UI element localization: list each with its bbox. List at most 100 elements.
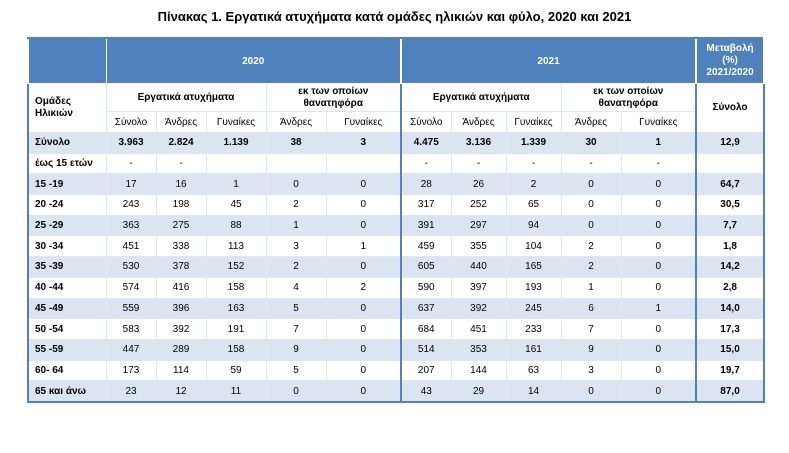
cell: 3.136 (450, 132, 507, 154)
cell: 45 (205, 194, 267, 216)
cell: 14,2 (695, 256, 766, 278)
cell: 114 (155, 359, 207, 382)
cell: 530 (105, 256, 157, 278)
cell: 392 (155, 318, 207, 340)
cell: 559 (105, 297, 157, 320)
cell: 59 (205, 359, 267, 382)
cell: 45 -49 (27, 297, 107, 320)
cell: 158 (205, 338, 267, 361)
cell: 0 (620, 235, 697, 258)
row: 40 -44 574 416 158 4 2 590 397 193 1 0 2,8 (27, 276, 766, 299)
cell: 1.139 (205, 132, 267, 154)
cell: 0 (620, 173, 697, 196)
cell: 0 (325, 256, 402, 278)
cell: 355 (450, 235, 507, 258)
cell: 14,0 (695, 297, 766, 320)
cell: 6 (560, 297, 622, 320)
text: εκ των οποίων (298, 85, 369, 97)
cell: Εργατικά ατυχήματα (105, 83, 267, 112)
cell: 317 (400, 194, 452, 216)
cell: 207 (400, 359, 452, 382)
column-header: Σύνολο (105, 111, 157, 133)
cell: 447 (105, 338, 157, 361)
cell: 191 (205, 318, 267, 340)
header-cell: 2020 (105, 37, 402, 84)
cell: 243 (105, 194, 157, 216)
table: 2020 2021 Μεταβολή (%) 2021/2020 Ομάδες Ηλι… (27, 37, 766, 403)
cell: 1 (205, 173, 267, 196)
cell: 104 (505, 235, 562, 258)
cell: 25 -29 (27, 214, 107, 237)
cell: 297 (450, 214, 507, 237)
cell: 63 (505, 359, 562, 382)
cell: 40 -44 (27, 276, 107, 299)
row: 20 -24 243 198 45 2 0 317 252 65 0 0 30,5 (27, 194, 766, 216)
cell: 363 (105, 214, 157, 237)
cell: 459 (400, 235, 452, 258)
cell: 605 (400, 256, 452, 278)
cell: - (620, 152, 697, 175)
cell: Σύνολο (695, 83, 766, 133)
cell: 0 (560, 380, 622, 403)
cell: 50 -54 (27, 318, 107, 340)
cell: 30 -34 (27, 235, 107, 258)
cell: 2 (265, 194, 327, 216)
cell: 0 (325, 173, 402, 196)
cell: 144 (450, 359, 507, 382)
cell: 451 (450, 318, 507, 340)
text: Ηλικιών (35, 108, 73, 119)
cell: 0 (325, 318, 402, 340)
cell: 198 (155, 194, 207, 216)
row: 50 -54 583 392 191 7 0 684 451 233 7 0 17,3 (27, 318, 766, 340)
cell: 4.475 (400, 132, 452, 154)
column-header: Άνδρες (265, 111, 327, 133)
cell: 0 (620, 380, 697, 403)
cell: 0 (620, 256, 697, 278)
column-header: Γυναίκες (205, 111, 267, 133)
cell: 9 (265, 338, 327, 361)
cell: 583 (105, 318, 157, 340)
cell: 0 (620, 276, 697, 299)
cell: 0 (620, 214, 697, 237)
cell: 7,7 (695, 214, 766, 237)
column-header: Άνδρες (450, 111, 507, 133)
cell: 30,5 (695, 194, 766, 216)
text: εκ των οποίων (593, 85, 664, 97)
cell: - (505, 152, 562, 175)
cell: 378 (155, 256, 207, 278)
cell: 0 (325, 214, 402, 237)
cell: - (450, 152, 507, 175)
cell: 158 (205, 276, 267, 299)
cell: 2 (560, 235, 622, 258)
column-header: Άνδρες (560, 111, 622, 133)
cell: - (400, 152, 452, 175)
cell: 0 (325, 359, 402, 382)
subheader-row: Σύνολο Άνδρες Γυναίκες Άνδρες Γυναίκες Σύνολο… (28, 111, 764, 133)
cell: εκ των οποίων θανατηφόρα (560, 83, 697, 112)
text: θανατηφόρα (598, 97, 658, 109)
cell (265, 152, 327, 175)
title: Πίνακας 1. Εργατικά ατυχήματα κατά ομάδε… (157, 9, 632, 24)
cell: 35 -39 (27, 256, 107, 278)
cell: 0 (325, 338, 402, 361)
cell: 60- 64 (27, 359, 107, 382)
cell: 30 (560, 132, 622, 154)
cell: 55 -59 (27, 338, 107, 361)
cell: 0 (620, 338, 697, 361)
cell: 3.963 (105, 132, 157, 154)
cell: Εργατικά ατυχήματα (400, 83, 562, 112)
cell: 7 (560, 318, 622, 340)
cell: 0 (620, 359, 697, 382)
cell: 12 (155, 380, 207, 403)
cell: 353 (450, 338, 507, 361)
cell: 233 (505, 318, 562, 340)
cell: Σύνολο (27, 132, 107, 154)
cell: 113 (205, 235, 267, 258)
cell: 590 (400, 276, 452, 299)
cell: 0 (560, 194, 622, 216)
cell: 392 (450, 297, 507, 320)
row: 65 και άνω 23 12 11 0 0 43 29 14 0 0 87,0 (27, 380, 766, 403)
header-cell: 2021 (399, 37, 697, 84)
cell: 3 (325, 132, 402, 154)
cell: 38 (265, 132, 327, 154)
